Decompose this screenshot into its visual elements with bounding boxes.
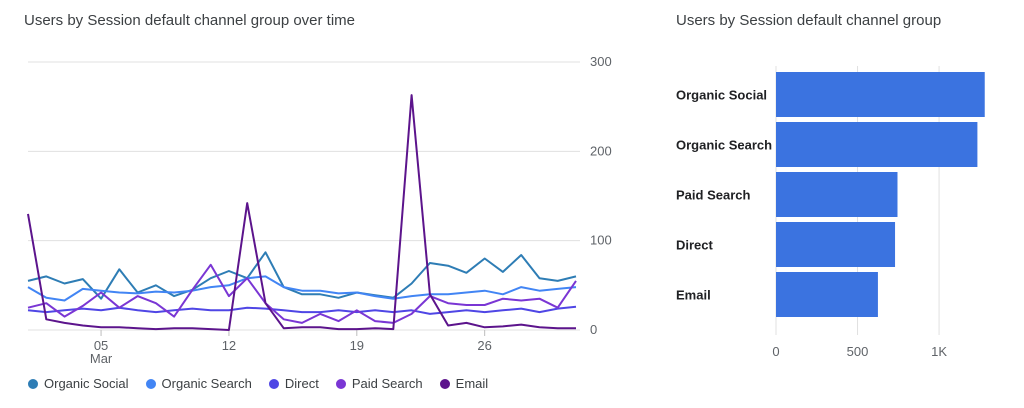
line-chart-legend: Organic Social Organic Search Direct Paid S… [28, 376, 488, 391]
series-line-email [27, 94, 576, 331]
legend-swatch [335, 378, 346, 389]
line-chart-series [27, 94, 577, 331]
bar-category-label: Email [676, 288, 711, 303]
bar-direct[interactable] [776, 222, 896, 267]
line-y-tick-label: 200 [590, 143, 612, 158]
legend-swatch [268, 378, 279, 389]
line-y-tick-label: 300 [590, 54, 612, 69]
series-line-organic-search [27, 275, 577, 302]
bar-category-label: Paid Search [676, 188, 750, 203]
bar-organic-social[interactable] [776, 72, 985, 117]
legend-swatch [145, 378, 156, 389]
legend-item-direct[interactable]: Direct [268, 376, 319, 391]
line-chart-title: Users by Session default channel group o… [24, 12, 356, 29]
legend-label: Organic Social [44, 376, 129, 391]
line-x-tick-label: 05 [94, 338, 108, 353]
legend-label: Direct [284, 376, 319, 391]
bar-chart-bars [776, 72, 985, 317]
bar-x-tick-label: 1K [931, 344, 947, 359]
series-line-direct [27, 305, 577, 315]
legend-label: Organic Search [161, 376, 252, 391]
series-line-paid-search [27, 263, 577, 324]
line-x-tick-label: 19 [350, 338, 364, 353]
bar-category-label: Direct [676, 238, 714, 253]
bar-chart-labels: 0 500 1K Organic Social Organic Search Paid S… [676, 88, 947, 360]
legend-label: Email [455, 376, 489, 391]
legend-item-paid-search[interactable]: Paid Search [335, 376, 423, 391]
legend-swatch [439, 378, 450, 389]
bar-paid-search[interactable] [776, 172, 898, 217]
bar-category-label: Organic Search [676, 138, 772, 153]
bar-category-label: Organic Social [676, 88, 767, 103]
bar-organic-search[interactable] [776, 122, 978, 167]
bar-x-tick-label: 500 [847, 344, 869, 359]
legend-item-organic-social[interactable]: Organic Social [28, 376, 129, 391]
bar-email[interactable] [776, 272, 878, 317]
legend-label: Paid Search [351, 376, 423, 391]
series-line-organic-social [27, 251, 577, 300]
line-x-tick-label: 12 [222, 338, 236, 353]
legend-item-email[interactable]: Email [439, 376, 489, 391]
line-y-tick-label: 100 [590, 233, 612, 248]
bar-chart-title: Users by Session default channel group [676, 12, 942, 29]
line-chart-grid [28, 61, 580, 331]
legend-swatch [28, 378, 38, 389]
bar-x-tick-label: 0 [772, 344, 779, 359]
legend-item-organic-search[interactable]: Organic Search [145, 376, 252, 391]
line-x-tick-label: 26 [477, 338, 491, 353]
line-y-tick-label: 0 [590, 322, 597, 337]
line-x-tick-sublabel: Mar [90, 351, 113, 366]
